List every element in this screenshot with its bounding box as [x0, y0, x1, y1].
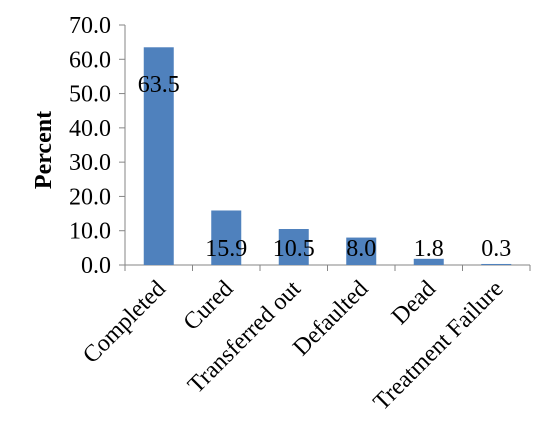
category-label: Completed — [78, 276, 171, 369]
category-label: Dead — [387, 276, 441, 330]
data-label: 0.3 — [481, 236, 511, 262]
bar — [211, 210, 242, 265]
bar — [481, 263, 512, 265]
y-tick-label: 10.0 — [69, 219, 111, 245]
category-label: Treatment Failure — [369, 276, 509, 416]
y-tick-label: 30.0 — [69, 150, 111, 176]
data-label: 1.8 — [414, 236, 444, 262]
data-label: 10.5 — [273, 236, 315, 262]
bar — [143, 47, 174, 266]
y-axis: 0.0 10.0 20.0 30.0 40.0 50.0 60.0 70.0 — [69, 13, 126, 279]
y-tick-label: 40.0 — [69, 116, 111, 142]
data-label: 8.0 — [346, 236, 376, 262]
bars — [143, 47, 512, 266]
bar — [346, 237, 377, 265]
category-label: Cured — [179, 276, 239, 336]
bar — [413, 258, 444, 265]
y-tick-label: 70.0 — [69, 13, 111, 39]
x-axis — [124, 264, 531, 271]
y-tick-label: 50.0 — [69, 82, 111, 108]
data-label: 15.9 — [205, 236, 247, 262]
y-tick-label: 20.0 — [69, 184, 111, 210]
y-axis-title: Percent — [31, 111, 57, 189]
data-label: 63.5 — [138, 72, 180, 98]
category-label: Defaulted — [288, 276, 373, 361]
data-labels: 63.5 15.9 10.5 8.0 1.8 0.3 — [138, 72, 512, 262]
y-tick-label: 0.0 — [81, 253, 111, 279]
y-tick-label: 60.0 — [69, 47, 111, 73]
bar — [278, 229, 309, 265]
